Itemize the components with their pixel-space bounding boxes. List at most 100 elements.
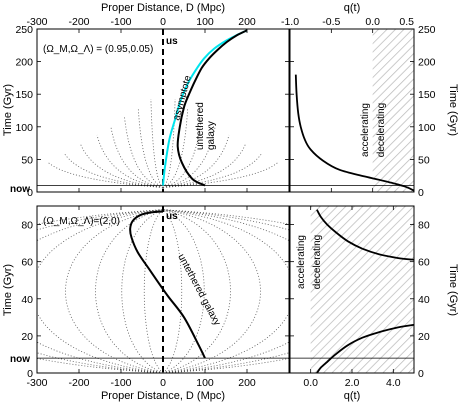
parameter-label-bottom: (Ω_M,Ω_Λ)=(2,0) (43, 216, 120, 227)
dotted-worldline (37, 209, 164, 373)
parameter-label-top: (Ω_M,Ω_Λ) = (0.95,0.05) (43, 44, 153, 55)
tick-label: 0.0 (303, 377, 318, 389)
q-curve-top (294, 74, 414, 192)
us-label-top: us (166, 36, 178, 47)
tick-label: 60 (21, 257, 33, 269)
asymptote-line (162, 29, 248, 186)
tick-label: 0 (160, 16, 166, 28)
dotted-worldline (124, 116, 164, 188)
dotted-worldline (162, 209, 261, 373)
tick-label: 100 (196, 377, 214, 389)
top-left-y-axis-title: Time (Gyr) (2, 84, 14, 136)
decelerating-label-top: decelerating (376, 103, 387, 157)
tick-label: 4.0 (386, 377, 401, 389)
tick-label: 200 (238, 377, 256, 389)
tick-label: 150 (15, 89, 33, 101)
untethered-galaxy-line-top (176, 29, 248, 187)
tick-label: -200 (68, 377, 89, 389)
dotted-worldline (63, 152, 164, 188)
dotted-worldline (162, 134, 230, 188)
tick-label: -100 (110, 16, 131, 28)
tick-label: 250 (15, 24, 33, 36)
dotted-worldline (65, 209, 164, 373)
bottom-right-y-axis-title: Time (Gyr) (447, 264, 458, 316)
dotted-worldline (95, 209, 164, 373)
top-right-y-axis-title: Time (Gyr) (447, 84, 458, 136)
dotted-worldline (162, 98, 176, 188)
decelerating-region-top (372, 29, 414, 192)
dotted-worldline (110, 125, 164, 188)
tick-label: 80 (21, 220, 33, 232)
dotted-worldline (80, 143, 164, 188)
axis-ticks: -300 -200 -100 0 100 200-300 -200 -100 0 100 200-1… (15, 16, 435, 389)
tick-label: 0.5 (399, 16, 414, 28)
tick-label: 50 (418, 154, 430, 166)
bottom-x-axis-title: Proper Distance, D (Mpc) (101, 390, 225, 402)
tick-label: 200 (238, 16, 256, 28)
tick-label: 0 (160, 377, 166, 389)
tick-label: 250 (418, 24, 436, 36)
decelerating-region-bottom (310, 206, 414, 373)
untethered-galaxy-label-top: untetheredgalaxy (195, 102, 217, 150)
tick-label: 40 (21, 294, 33, 306)
tick-label: 200 (15, 57, 33, 69)
dotted-worldline (37, 209, 164, 373)
untethered-galaxy-line-bottom (129, 210, 206, 359)
tick-label: 0 (27, 187, 33, 199)
tick-label: -100 (110, 377, 131, 389)
top-x-axis-title: Proper Distance, D (Mpc) (101, 2, 225, 14)
tick-label: 0 (418, 368, 424, 380)
dotted-worldline (96, 134, 164, 188)
tick-label: 150 (418, 89, 436, 101)
asymptote-label: asymptote (171, 74, 194, 122)
tick-label: 50 (21, 154, 33, 166)
tick-label: 0 (27, 368, 33, 380)
bottom-right-x-axis-title: q(t) (344, 390, 361, 402)
tick-label: 60 (418, 257, 430, 269)
dotted-worldline (150, 98, 164, 188)
now-label-top: now (10, 184, 30, 195)
dotted-worldline (162, 107, 189, 188)
tick-label: -300 (26, 377, 47, 389)
dotted-worldline (162, 209, 289, 373)
tick-label: 200 (418, 57, 436, 69)
dotted-worldline (37, 209, 164, 373)
dotted-worldline (121, 209, 164, 373)
tick-label: 100 (196, 16, 214, 28)
decelerating-label-bottom: decelerating (312, 235, 323, 289)
panel-frame-top-right (289, 28, 415, 193)
now-label-bottom: now (10, 354, 30, 365)
dotted-worldline (162, 209, 289, 373)
dotted-worldline (162, 209, 231, 373)
tick-label: 20 (418, 331, 430, 343)
dotted-worldline (162, 209, 205, 373)
top-right-x-axis-title: q(t) (344, 2, 361, 14)
comoving-worldlines-bottom (37, 209, 289, 373)
dotted-worldline (162, 209, 289, 373)
tick-label: -1.0 (281, 16, 299, 28)
dotted-worldline (47, 161, 164, 188)
q-curve-bottom-late (316, 209, 414, 261)
accelerating-label-top: accelerating (360, 103, 371, 157)
dotted-worldline (143, 209, 164, 373)
dotted-worldline (162, 209, 289, 373)
tick-label: 40 (418, 294, 430, 306)
tick-label: 100 (15, 122, 33, 134)
accelerating-label-bottom: accelerating (296, 235, 307, 289)
tick-label: 2.0 (345, 377, 360, 389)
q-curve-bottom-early (316, 323, 414, 373)
tick-label: 100 (418, 122, 436, 134)
tick-label: 0.0 (365, 16, 380, 28)
us-label-bottom: us (166, 211, 178, 222)
tick-label: 20 (21, 331, 33, 343)
dotted-worldline (162, 161, 279, 188)
dotted-worldline (162, 152, 263, 188)
bottom-left-y-axis-title: Time (Gyr) (2, 264, 14, 316)
tick-label: -200 (68, 16, 89, 28)
tick-label: -0.5 (322, 16, 340, 28)
dotted-worldline (137, 107, 164, 188)
tick-label: 80 (418, 220, 430, 232)
tick-label: -300 (26, 16, 47, 28)
dotted-worldline (37, 209, 164, 373)
